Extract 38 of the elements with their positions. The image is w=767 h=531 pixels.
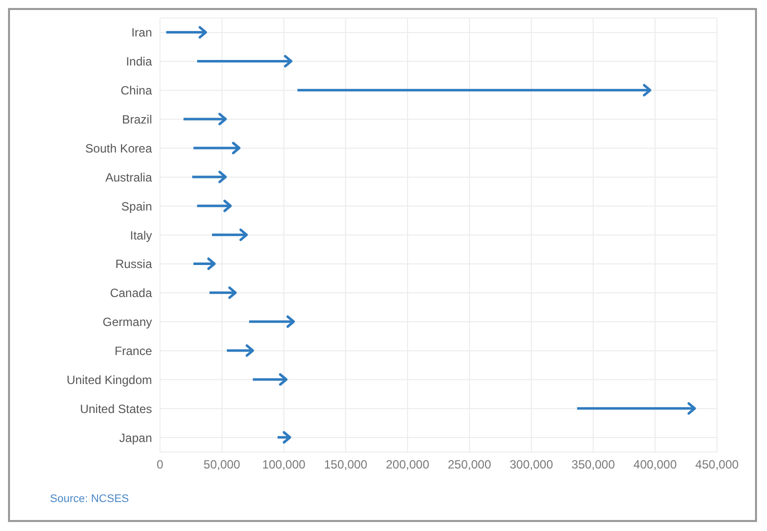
y-tick-label: Russia xyxy=(115,257,152,272)
y-tick-label: Australia xyxy=(105,170,152,184)
x-tick-label: 450,000 xyxy=(695,458,740,472)
x-tick-label: 300,000 xyxy=(510,458,554,472)
y-tick-label: United States xyxy=(80,402,152,416)
bar xyxy=(297,88,650,92)
x-tick-label: 50,000 xyxy=(204,458,241,472)
y-tick-label: Canada xyxy=(110,286,152,300)
bar xyxy=(197,60,292,62)
y-tick-label: Brazil xyxy=(122,112,152,127)
y-tick-label: France xyxy=(114,344,152,358)
y-tick-label: Spain xyxy=(121,199,152,214)
bar xyxy=(166,31,206,34)
y-tick-label: India xyxy=(126,54,152,69)
bar xyxy=(249,320,294,323)
x-tick-label: 350,000 xyxy=(572,458,616,472)
bar xyxy=(197,204,231,208)
x-tick-label: 400,000 xyxy=(633,458,678,472)
bar xyxy=(210,291,236,294)
bar xyxy=(193,146,240,150)
y-tick-label: Italy xyxy=(130,228,152,242)
x-tick-label: 250,000 xyxy=(448,458,492,472)
y-tick-label: South Korea xyxy=(85,141,152,156)
bar xyxy=(577,407,695,410)
source-note: Source: NCSES xyxy=(50,493,130,505)
x-tick-label: 100,000 xyxy=(262,458,306,472)
y-tick-label: Iran xyxy=(131,26,152,40)
y-tick-label: United Kingdom xyxy=(66,372,152,387)
y-tick-label: China xyxy=(120,84,152,98)
x-tick-label: 0 xyxy=(156,458,164,472)
bar xyxy=(212,234,247,236)
x-tick-label: 150,000 xyxy=(324,458,368,472)
bar xyxy=(192,176,226,178)
bar xyxy=(184,118,226,120)
x-tick-label: 200,000 xyxy=(386,458,430,472)
y-tick-label: Germany xyxy=(102,315,152,330)
bar xyxy=(252,378,286,381)
y-tick-label: Japan xyxy=(119,430,152,445)
